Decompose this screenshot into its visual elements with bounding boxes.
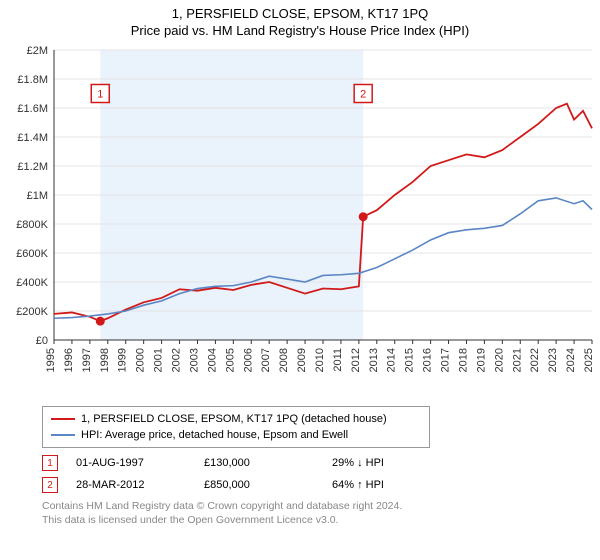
svg-text:1995: 1995 [45,348,57,372]
svg-text:2025: 2025 [583,348,595,372]
legend-label: 1, PERSFIELD CLOSE, EPSOM, KT17 1PQ (det… [81,413,387,425]
svg-text:1997: 1997 [81,348,93,372]
svg-text:2004: 2004 [206,348,218,372]
sale-dot [359,212,368,221]
callout-num: 2 [360,89,366,101]
svg-text:2009: 2009 [296,348,308,372]
sale-delta: 64% ↑ HPI [332,479,442,491]
legend-swatch [51,418,75,420]
svg-text:2002: 2002 [171,348,183,372]
svg-text:2013: 2013 [368,348,380,372]
svg-text:2005: 2005 [224,348,236,372]
sale-price: £850,000 [204,479,314,491]
svg-text:2011: 2011 [332,348,344,372]
svg-text:2022: 2022 [529,348,541,372]
svg-text:£1.4M: £1.4M [17,132,48,144]
sales-table: 1 01-AUG-1997 £130,000 29% ↓ HPI 2 28-MAR-201… [42,452,600,496]
svg-text:£1.6M: £1.6M [17,103,48,115]
svg-text:2010: 2010 [314,348,326,372]
svg-text:2018: 2018 [457,348,469,372]
page-subtitle: Price paid vs. HM Land Registry's House … [0,23,600,38]
svg-text:1998: 1998 [99,348,111,372]
legend-label: HPI: Average price, detached house, Epso… [81,429,348,441]
svg-text:2006: 2006 [242,348,254,372]
svg-text:2015: 2015 [404,348,416,372]
svg-text:£1.2M: £1.2M [17,161,48,173]
sale-row: 1 01-AUG-1997 £130,000 29% ↓ HPI [42,452,600,474]
svg-text:2012: 2012 [350,348,362,372]
svg-text:2003: 2003 [188,348,200,372]
svg-text:£800K: £800K [16,219,48,231]
callout-num: 1 [97,89,103,101]
page-title: 1, PERSFIELD CLOSE, EPSOM, KT17 1PQ [0,6,600,21]
sale-marker: 1 [42,455,58,471]
svg-text:1999: 1999 [117,348,129,372]
svg-text:£200K: £200K [16,306,48,318]
svg-text:£1.8M: £1.8M [17,74,48,86]
svg-text:2014: 2014 [386,348,398,372]
svg-text:2021: 2021 [511,348,523,372]
svg-text:£600K: £600K [16,248,48,260]
svg-text:2024: 2024 [565,348,577,372]
svg-text:2023: 2023 [547,348,559,372]
svg-text:£2M: £2M [27,45,48,57]
svg-text:2000: 2000 [135,348,147,372]
svg-text:£400K: £400K [16,277,48,289]
svg-text:2007: 2007 [260,348,272,372]
legend-item: HPI: Average price, detached house, Epso… [51,427,421,443]
legend-swatch [51,434,75,436]
svg-text:2016: 2016 [422,348,434,372]
svg-text:2017: 2017 [440,348,452,372]
price-chart: £0 £200K £400K £600K £800K £1M £1.2M £1.4M £1.6M… [0,40,600,400]
footnote: Contains HM Land Registry data © Crown c… [42,500,562,527]
sale-date: 28-MAR-2012 [76,479,186,491]
sale-date: 01-AUG-1997 [76,457,186,469]
svg-text:1996: 1996 [63,348,75,372]
svg-text:2019: 2019 [475,348,487,372]
footnote-line: This data is licensed under the Open Gov… [42,514,562,528]
svg-text:£1M: £1M [27,190,48,202]
svg-text:2020: 2020 [493,348,505,372]
sale-dot [96,317,105,326]
sale-marker: 2 [42,477,58,493]
sale-price: £130,000 [204,457,314,469]
sale-delta: 29% ↓ HPI [332,457,442,469]
svg-text:£0: £0 [36,335,48,347]
legend-item: 1, PERSFIELD CLOSE, EPSOM, KT17 1PQ (det… [51,411,421,427]
footnote-line: Contains HM Land Registry data © Crown c… [42,500,562,514]
sale-row: 2 28-MAR-2012 £850,000 64% ↑ HPI [42,474,600,496]
svg-text:2008: 2008 [278,348,290,372]
svg-text:2001: 2001 [153,348,165,372]
legend: 1, PERSFIELD CLOSE, EPSOM, KT17 1PQ (det… [42,406,430,448]
